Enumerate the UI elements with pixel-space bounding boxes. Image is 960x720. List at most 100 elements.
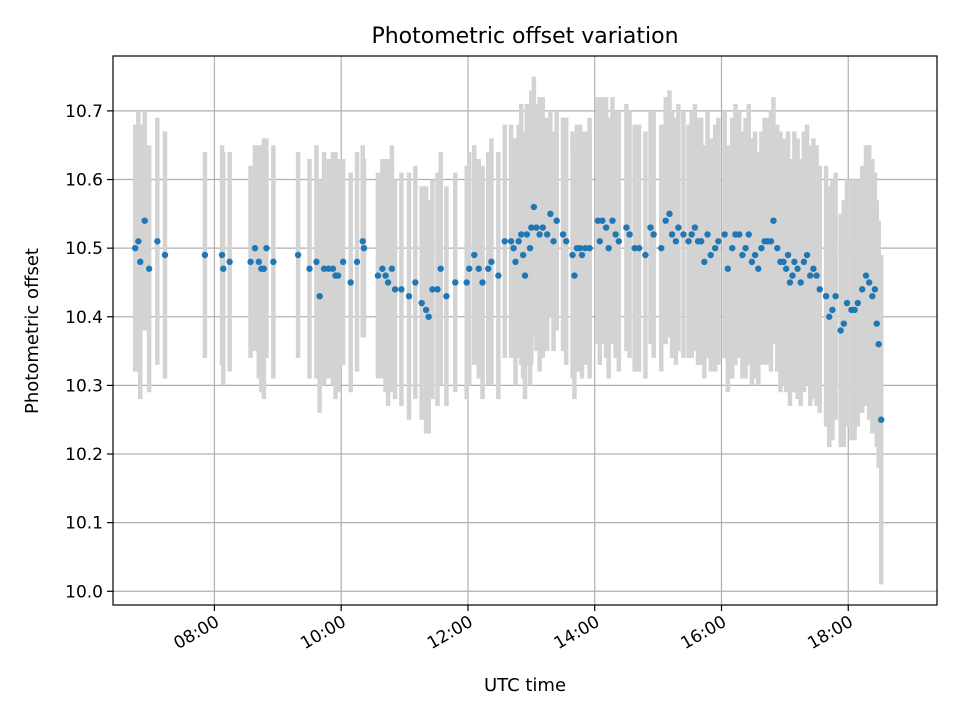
data-point	[865, 279, 873, 286]
data-point	[251, 244, 259, 252]
data-point	[840, 320, 848, 327]
data-point	[384, 279, 392, 286]
data-point	[485, 265, 492, 272]
data-point	[466, 265, 473, 272]
data-point	[829, 306, 836, 314]
data-point	[255, 258, 262, 266]
data-point	[379, 265, 386, 272]
data-point	[642, 251, 649, 259]
data-point	[325, 265, 332, 272]
data-point	[789, 272, 796, 279]
data-point	[609, 217, 616, 224]
data-point	[530, 203, 538, 211]
data-point	[521, 272, 529, 279]
data-point	[854, 299, 861, 307]
data-point	[594, 217, 602, 224]
data-point	[751, 251, 759, 259]
data-point	[786, 279, 794, 286]
data-point	[452, 279, 459, 286]
data-point	[688, 231, 695, 238]
data-point	[471, 251, 478, 259]
data-point	[662, 217, 669, 224]
data-point	[685, 238, 692, 245]
data-point	[721, 231, 728, 238]
data-point	[526, 244, 534, 252]
data-point	[510, 244, 517, 252]
data-point	[443, 292, 450, 300]
data-point	[388, 265, 396, 272]
data-point	[145, 265, 153, 272]
data-point	[871, 286, 879, 293]
y-tick-label: 10.4	[65, 308, 103, 328]
data-point	[742, 244, 749, 252]
data-point	[141, 217, 148, 224]
data-point	[488, 258, 495, 266]
data-point	[270, 258, 277, 266]
data-point	[615, 238, 623, 245]
data-point	[360, 244, 368, 252]
data-point	[329, 265, 337, 272]
data-point	[739, 251, 746, 259]
data-point	[774, 244, 781, 252]
data-point	[770, 217, 777, 224]
data-point	[569, 251, 576, 259]
data-point	[715, 238, 722, 245]
data-point	[675, 224, 682, 231]
data-point	[226, 258, 233, 266]
data-point	[813, 272, 820, 279]
data-point	[517, 231, 525, 238]
data-point	[547, 210, 554, 218]
data-point	[816, 286, 823, 293]
data-point	[334, 272, 342, 279]
data-point	[745, 231, 752, 238]
data-point	[843, 299, 851, 307]
data-point	[869, 292, 876, 300]
data-point	[571, 272, 578, 279]
y-tick-label: 10.3	[65, 376, 103, 396]
data-point	[873, 320, 880, 327]
data-point	[596, 238, 603, 245]
data-point	[748, 258, 756, 266]
data-point	[359, 238, 366, 245]
data-point	[131, 244, 139, 252]
plot-frame	[112, 55, 938, 606]
data-point	[220, 265, 227, 272]
data-point	[463, 279, 470, 286]
data-point	[247, 258, 254, 266]
data-point	[391, 286, 399, 293]
y-tick-label: 10.7	[65, 102, 103, 122]
data-point	[672, 238, 680, 245]
data-point	[353, 258, 361, 266]
data-point	[559, 231, 567, 238]
data-point	[161, 251, 169, 259]
data-point	[306, 265, 313, 272]
data-point	[475, 265, 482, 272]
data-point	[536, 231, 543, 238]
data-point	[698, 238, 705, 245]
data-point	[784, 251, 792, 259]
data-point	[201, 251, 209, 259]
data-point	[635, 244, 643, 252]
data-point	[539, 224, 546, 231]
data-point	[626, 231, 633, 238]
data-point	[711, 244, 719, 252]
data-point	[543, 231, 551, 238]
data-point	[837, 327, 844, 334]
data-point	[425, 313, 432, 320]
data-point	[782, 265, 790, 272]
data-point	[316, 292, 323, 300]
data-point	[218, 251, 226, 259]
data-point	[154, 238, 161, 245]
data-point	[832, 292, 839, 300]
y-tick-label: 10.2	[65, 445, 103, 465]
data-point	[767, 238, 775, 245]
data-point	[859, 286, 866, 293]
data-point	[519, 251, 527, 259]
data-point	[729, 244, 736, 252]
data-point	[501, 238, 508, 245]
y-axis-label: Photometric offset	[22, 248, 43, 414]
data-point	[374, 272, 382, 279]
y-tick-label: 10.1	[65, 514, 103, 534]
data-point	[137, 258, 144, 266]
